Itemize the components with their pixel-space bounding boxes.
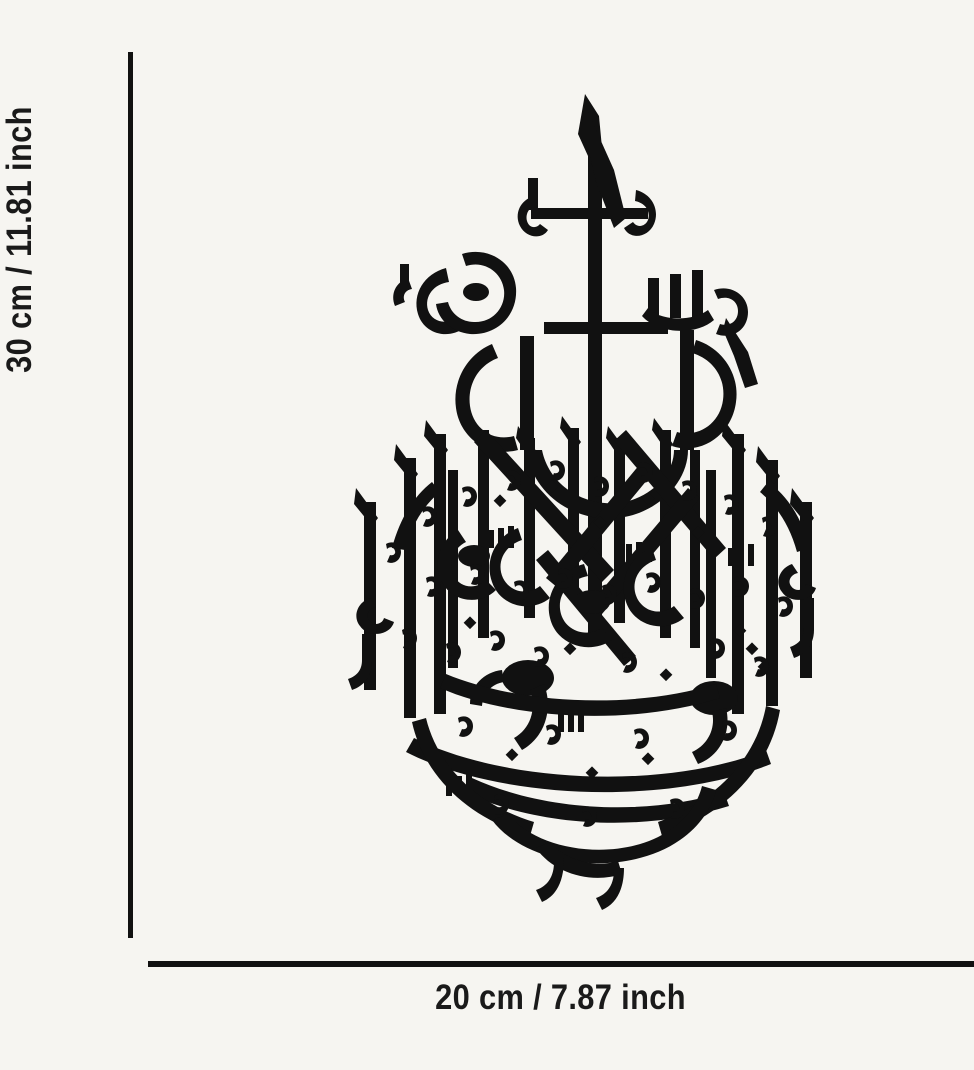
width-dimension-label: 20 cm / 7.87 inch — [148, 978, 974, 1018]
width-dimension-text: 20 cm / 7.87 inch — [435, 978, 687, 1017]
calligraphy-artwork — [296, 78, 886, 918]
height-measurement-line — [128, 52, 133, 938]
height-dimension-label: 30 cm / 11.81 inch — [0, 60, 40, 420]
calligraphy-glyph-group — [348, 94, 816, 910]
width-measurement-line — [148, 961, 974, 967]
height-dimension-text: 30 cm / 11.81 inch — [0, 106, 39, 374]
